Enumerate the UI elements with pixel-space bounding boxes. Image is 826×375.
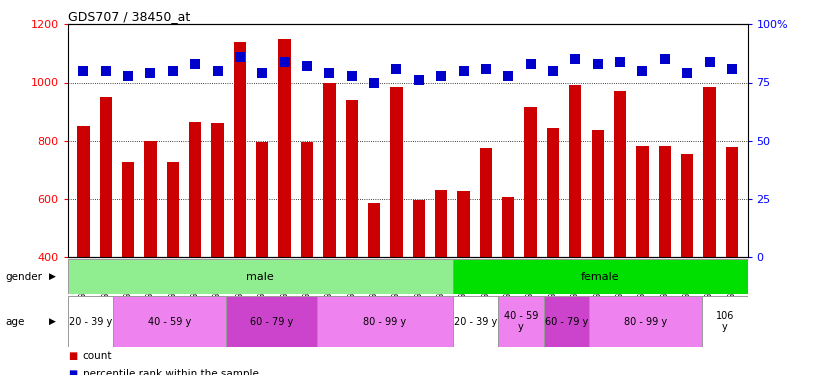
Point: [188, 61, 202, 67]
Bar: [453, 296, 498, 347]
Point: [501, 72, 515, 78]
Point: [121, 72, 135, 78]
Bar: [480, 148, 492, 257]
Text: 20 - 39 y: 20 - 39 y: [454, 316, 497, 327]
Bar: [435, 190, 448, 257]
Point: [256, 70, 269, 76]
Text: 80 - 99 y: 80 - 99 y: [363, 316, 406, 327]
Bar: [658, 146, 671, 257]
Point: [278, 58, 292, 64]
Bar: [167, 162, 179, 257]
Bar: [681, 154, 693, 257]
Text: ▶: ▶: [50, 272, 56, 281]
Bar: [323, 82, 335, 257]
Point: [703, 58, 716, 64]
Point: [99, 68, 112, 74]
Text: 40 - 59 y: 40 - 59 y: [148, 316, 192, 327]
Text: 40 - 59
y: 40 - 59 y: [504, 311, 538, 332]
Bar: [301, 142, 313, 257]
Bar: [544, 296, 589, 347]
Text: age: age: [6, 316, 25, 327]
Text: male: male: [246, 272, 274, 282]
Point: [614, 58, 627, 64]
Point: [345, 72, 358, 78]
Bar: [702, 296, 748, 347]
Point: [166, 68, 179, 74]
Point: [681, 70, 694, 76]
Text: ▶: ▶: [50, 317, 56, 326]
Point: [211, 68, 224, 74]
Text: GDS707 / 38450_at: GDS707 / 38450_at: [68, 10, 190, 23]
Bar: [413, 200, 425, 257]
Point: [323, 70, 336, 76]
Bar: [234, 42, 246, 257]
Point: [368, 80, 381, 86]
Bar: [345, 100, 358, 257]
Point: [725, 66, 738, 72]
Bar: [68, 259, 453, 294]
Text: female: female: [581, 272, 620, 282]
Bar: [636, 146, 648, 257]
Point: [233, 54, 246, 60]
Bar: [726, 147, 738, 257]
Bar: [368, 203, 380, 257]
Bar: [502, 197, 515, 257]
Point: [524, 61, 537, 67]
Point: [457, 68, 470, 74]
Point: [301, 63, 314, 69]
Text: count: count: [83, 351, 112, 361]
Point: [569, 56, 582, 62]
Bar: [145, 141, 157, 257]
Point: [546, 68, 559, 74]
Bar: [498, 296, 544, 347]
Text: percentile rank within the sample: percentile rank within the sample: [83, 369, 259, 375]
Text: 60 - 79 y: 60 - 79 y: [250, 316, 293, 327]
Point: [412, 77, 425, 83]
Bar: [100, 97, 112, 257]
Point: [390, 66, 403, 72]
Bar: [591, 130, 604, 257]
Bar: [226, 296, 317, 347]
Bar: [317, 296, 453, 347]
Bar: [569, 86, 582, 257]
Text: 106
y: 106 y: [715, 311, 734, 332]
Bar: [391, 87, 402, 257]
Text: 20 - 39 y: 20 - 39 y: [69, 316, 112, 327]
Point: [434, 72, 448, 78]
Bar: [211, 123, 224, 257]
Bar: [122, 162, 135, 257]
Point: [591, 61, 605, 67]
Bar: [189, 122, 202, 257]
Bar: [589, 296, 702, 347]
Bar: [547, 128, 559, 257]
Text: ■: ■: [68, 369, 77, 375]
Bar: [453, 259, 748, 294]
Bar: [78, 126, 89, 257]
Bar: [68, 296, 113, 347]
Bar: [278, 39, 291, 257]
Point: [658, 56, 672, 62]
Bar: [525, 107, 537, 257]
Bar: [256, 142, 268, 257]
Point: [144, 70, 157, 76]
Bar: [704, 87, 715, 257]
Bar: [113, 296, 226, 347]
Point: [636, 68, 649, 74]
Text: ■: ■: [68, 351, 77, 361]
Text: 80 - 99 y: 80 - 99 y: [624, 316, 667, 327]
Point: [77, 68, 90, 74]
Bar: [458, 192, 470, 257]
Text: gender: gender: [6, 272, 43, 282]
Text: 60 - 79 y: 60 - 79 y: [544, 316, 588, 327]
Point: [479, 66, 492, 72]
Bar: [614, 91, 626, 257]
